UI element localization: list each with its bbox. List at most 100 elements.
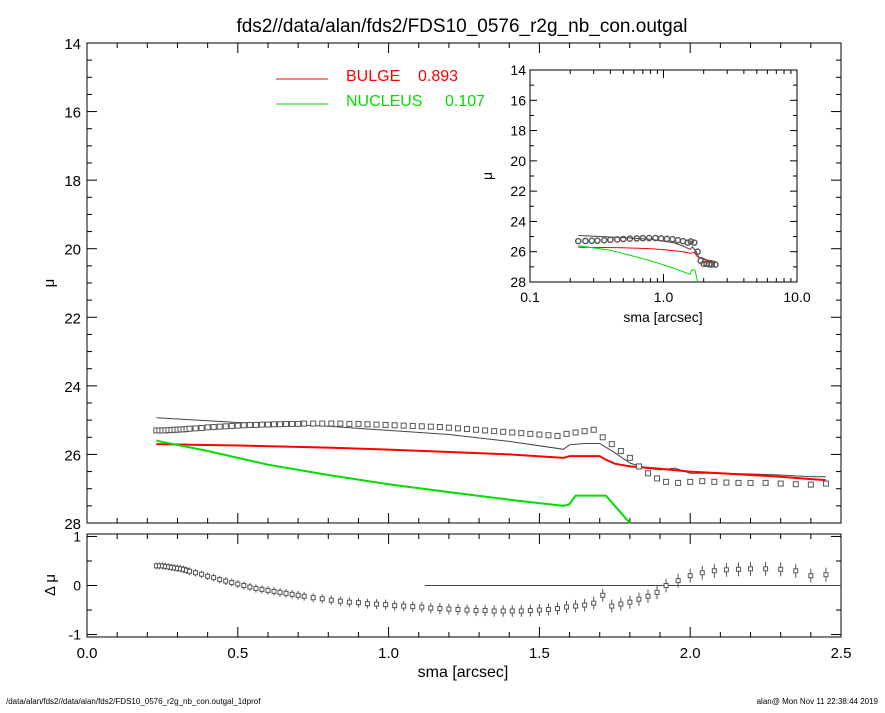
residual-data-point — [609, 603, 615, 609]
main-data-point — [663, 478, 670, 485]
main-data-point — [777, 480, 784, 487]
residual-data-point — [823, 572, 829, 578]
residual-data-point — [564, 604, 570, 610]
main-data-point — [626, 454, 633, 461]
residual-data-point — [337, 598, 343, 604]
residual-data-point — [419, 604, 425, 610]
residual-data-point — [428, 605, 434, 611]
main-data-point — [391, 422, 398, 429]
main-data-point — [608, 441, 615, 448]
main-data-point — [454, 425, 461, 432]
residual-data-point — [654, 589, 660, 595]
main-data-point — [258, 421, 265, 428]
main-y-tick-label: 16 — [64, 105, 81, 122]
main-data-point — [491, 428, 498, 435]
residual-data-point — [289, 591, 295, 597]
main-y-tick-label: 26 — [64, 447, 81, 464]
residual-data-point — [446, 606, 452, 612]
main-data-point — [807, 481, 814, 488]
main-y-tick-label: 14 — [64, 36, 81, 53]
residual-data-point — [401, 603, 407, 609]
residual-data-point — [328, 597, 334, 603]
residual-data-point — [763, 566, 769, 572]
residual-data-point — [482, 608, 488, 614]
residual-data-point — [735, 566, 741, 572]
main-data-point — [409, 422, 416, 429]
residual-data-point — [223, 578, 229, 584]
residual-data-point — [518, 608, 524, 614]
main-data-point — [699, 478, 706, 485]
main-y-tick-label: 18 — [64, 173, 81, 190]
residual-data-point — [573, 603, 579, 609]
residual-data-point — [591, 600, 597, 606]
inset-y-tick-label: 20 — [510, 153, 526, 169]
residual-data-point — [235, 581, 241, 587]
main-y-tick-label: 24 — [64, 379, 81, 396]
residual-data-point — [364, 601, 370, 607]
main-series-bulge — [156, 443, 826, 482]
main-data-point — [301, 420, 308, 427]
main-data-point — [563, 430, 570, 437]
inset-data-point — [582, 237, 589, 245]
main-data-point — [464, 426, 471, 433]
residual-data-point — [699, 570, 705, 576]
main-data-point — [473, 426, 480, 433]
main-data-point — [319, 420, 326, 427]
inset-data-point — [620, 235, 627, 243]
residual-data-point — [473, 608, 479, 614]
main-data-point — [337, 420, 344, 427]
residual-data-point — [464, 607, 470, 613]
main-data-point — [482, 427, 489, 434]
footer-file-path: /data/alan/fds2//data/alan/fds2/FDS10_05… — [6, 697, 261, 706]
main-data-point — [283, 420, 290, 427]
inset-data-point — [574, 237, 582, 245]
x-tick-label: 2.5 — [831, 645, 852, 662]
residual-data-point — [193, 570, 199, 576]
main-data-point — [192, 425, 199, 432]
main-data-point — [216, 423, 223, 430]
residual-data-point — [645, 593, 651, 599]
residual-data-point — [241, 583, 247, 588]
inset-data-point — [600, 236, 608, 244]
inset-y-tick-label: 14 — [510, 62, 526, 78]
residual-data-point — [295, 592, 301, 598]
main-data-point — [762, 479, 769, 486]
residual-data-point — [346, 599, 352, 605]
x-tick-label: 2.0 — [680, 645, 701, 662]
residual-data-point — [253, 585, 259, 591]
residual-data-point — [217, 577, 223, 583]
residual-data-point — [229, 580, 235, 586]
main-data-point — [711, 478, 718, 485]
main-data-point — [270, 421, 277, 428]
main-data-point — [590, 426, 597, 433]
inset-data-point — [708, 261, 716, 268]
main-data-point — [675, 479, 682, 486]
legend: BULGE 0.893 NUCLEUS 0.107 — [276, 68, 485, 110]
residual-data-point — [687, 573, 693, 579]
main-y-tick-label: 20 — [64, 242, 81, 259]
residual-data-point — [259, 586, 265, 592]
main-data-point — [346, 420, 353, 427]
inset-y-tick-label: 22 — [510, 183, 526, 199]
main-y-tick-label: 28 — [64, 516, 81, 533]
inset-data-point — [613, 236, 621, 243]
inset-y-tick-label: 28 — [510, 274, 526, 290]
main-data-point — [210, 424, 217, 430]
x-tick-label: 1.0 — [378, 645, 399, 662]
main-data-point — [310, 420, 317, 427]
inset-data-points — [574, 234, 719, 268]
residual-data-point — [374, 601, 380, 607]
main-data-point — [644, 470, 651, 477]
residual-y-axis-label: Δ μ — [42, 574, 59, 596]
residual-data-point — [545, 607, 551, 613]
residual-data-point — [663, 583, 669, 588]
main-y-axis-label: μ — [41, 279, 58, 288]
main-data-point — [617, 448, 624, 454]
main-data-point — [822, 480, 829, 487]
residual-data-point — [582, 602, 588, 608]
residual-data-points — [153, 561, 829, 617]
main-panel: 14 16 18 20 22 24 26 28 μ — [41, 36, 842, 533]
main-data-point — [792, 481, 799, 488]
legend-nucleus-value: 0.107 — [445, 93, 485, 110]
